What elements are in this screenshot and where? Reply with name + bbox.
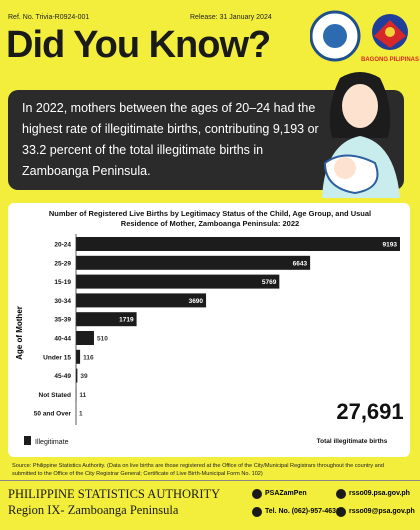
category-label: 40-44	[54, 336, 71, 343]
phone-icon	[252, 507, 262, 517]
email: rsso09@psa.gov.ph	[349, 508, 415, 515]
chart-title: Number of Registered Live Births by Legi…	[48, 209, 372, 228]
bar	[76, 349, 81, 364]
category-label: Under 15	[43, 354, 71, 361]
ref-no: Ref. No. Trivia-R0924-001	[8, 14, 90, 21]
bar	[76, 293, 207, 308]
release-date: Release: 31 January 2024	[190, 14, 272, 21]
value-label: 510	[97, 336, 108, 343]
value-label: 5769	[262, 279, 277, 286]
category-label: 20-24	[54, 242, 71, 249]
category-label: 45-49	[54, 373, 71, 380]
footer-org: PHILIPPINE STATISTICS AUTHORITY	[8, 487, 221, 501]
bar	[76, 368, 78, 383]
web-icon	[336, 489, 346, 499]
bar	[76, 274, 280, 289]
baby-face	[334, 157, 356, 179]
category-label: 50 and Over	[34, 411, 72, 418]
value-label: 11	[79, 392, 86, 399]
value-label: 1719	[119, 317, 134, 324]
y-axis-label: Age of Mother	[15, 306, 24, 360]
legend-swatch	[24, 436, 31, 445]
mother-illustration	[322, 72, 400, 198]
legend-label: Illegitimate	[35, 439, 69, 446]
logos: BAGONG PILIPINAS	[310, 10, 419, 63]
total-value: 27,691	[336, 399, 403, 424]
callout-text: In 2022, mothers between the ages of 20–…	[22, 101, 319, 178]
value-label: 6643	[293, 260, 308, 267]
website: rsso09.psa.gov.ph	[349, 490, 410, 497]
category-label: Not Stated	[39, 392, 72, 399]
footer-rule	[0, 480, 420, 481]
value-label: 9193	[383, 242, 398, 249]
footer-region: Region IX- Zamboanga Peninsula	[8, 503, 179, 517]
bar	[76, 331, 94, 345]
chart: Age of Mother 27,691 Total illegitimate …	[15, 234, 404, 446]
email-icon	[336, 507, 346, 517]
source-note: Source: Philippine Statistics Authority.…	[12, 463, 384, 477]
bar	[76, 237, 400, 251]
category-label: 15-19	[54, 279, 71, 286]
bp-logo-sun	[385, 27, 395, 37]
facebook: PSAZamPen	[265, 490, 307, 497]
psa-logo-center	[323, 24, 347, 48]
category-label: 35-39	[54, 317, 71, 324]
category-label: 25-29	[54, 260, 71, 267]
value-label: 116	[83, 354, 94, 361]
value-label: 3690	[189, 298, 204, 305]
telephone: Tel. No. (062)-957-4636	[265, 508, 340, 515]
bar	[76, 255, 311, 270]
main-title: Did You Know?	[6, 24, 271, 66]
facebook-icon	[252, 489, 262, 499]
logo-text: BAGONG PILIPINAS	[361, 57, 419, 63]
category-label: 30-34	[54, 298, 71, 305]
bar	[76, 312, 137, 327]
value-label: 1	[79, 411, 83, 418]
face	[342, 84, 378, 128]
total-caption: Total illegitimate births	[317, 438, 388, 445]
value-label: 39	[80, 373, 88, 380]
